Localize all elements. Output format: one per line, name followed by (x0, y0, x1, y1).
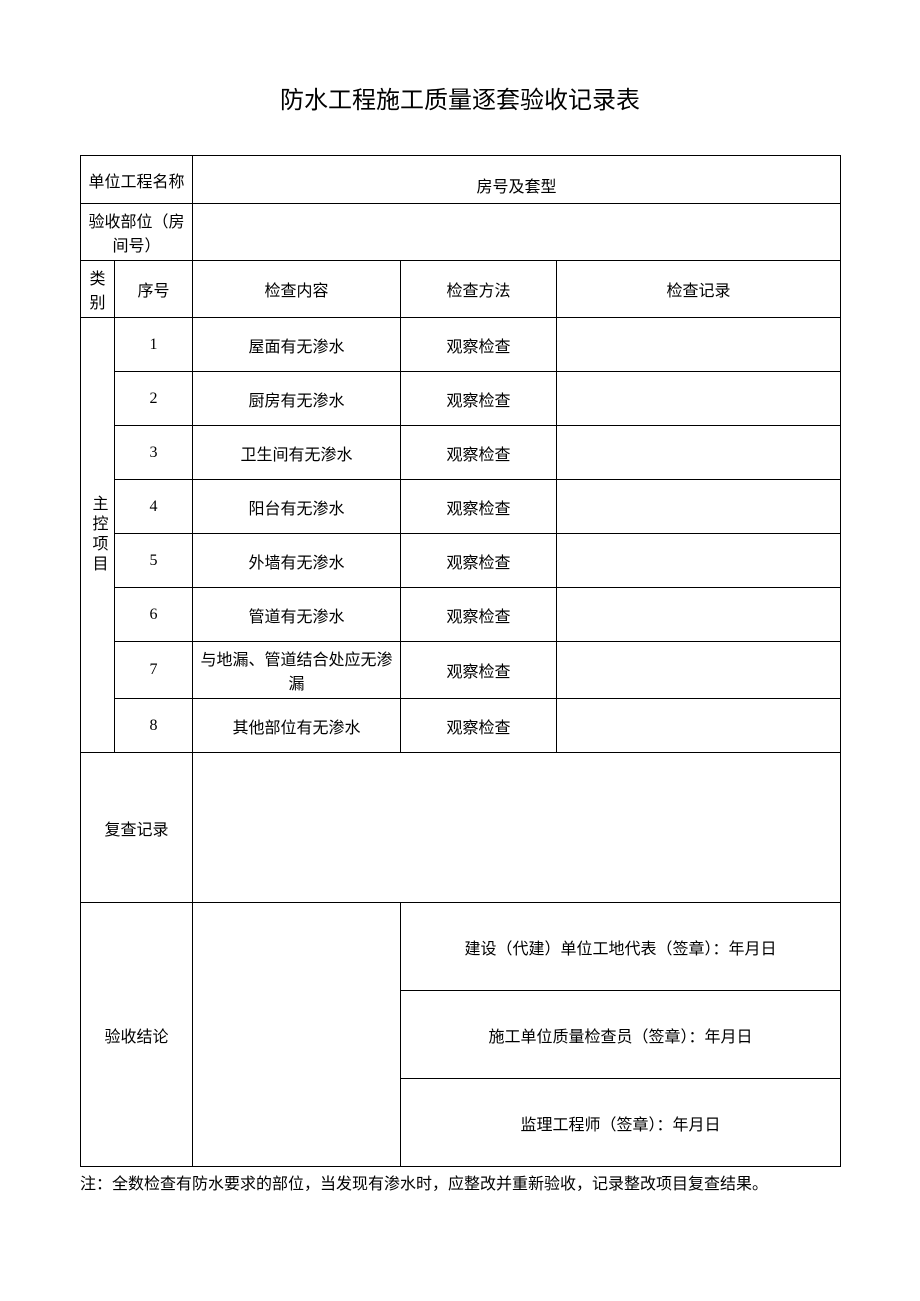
seq-cell: 4 (115, 480, 193, 534)
content-cell: 屋面有无渗水 (193, 318, 401, 372)
header-row-project: 单位工程名称 房号及套型 (81, 156, 841, 204)
signature-owner: 建设（代建）单位工地代表（签章）：年月日 (401, 903, 841, 991)
signature-supervisor: 监理工程师（签章）：年月日 (401, 1079, 841, 1167)
house-label: 房号及套型 (193, 156, 841, 204)
seq-cell: 2 (115, 372, 193, 426)
header-row-part: 验收部位（房间号） (81, 204, 841, 261)
conclusion-label: 验收结论 (81, 903, 193, 1167)
content-cell: 其他部位有无渗水 (193, 699, 401, 753)
content-cell: 管道有无渗水 (193, 588, 401, 642)
table-row: 3 卫生间有无渗水 观察检查 (81, 426, 841, 480)
method-cell: 观察检查 (401, 642, 557, 699)
table-row: 4 阳台有无渗水 观察检查 (81, 480, 841, 534)
col-record: 检查记录 (557, 261, 841, 318)
table-row: 7 与地漏、管道结合处应无渗漏 观察检查 (81, 642, 841, 699)
method-cell: 观察检查 (401, 318, 557, 372)
seq-cell: 1 (115, 318, 193, 372)
content-cell: 厨房有无渗水 (193, 372, 401, 426)
footnote: 注：全数检查有防水要求的部位，当发现有渗水时，应整改并重新验收，记录整改项目复查… (80, 1173, 840, 1197)
table-row: 主控项目 1 屋面有无渗水 观察检查 (81, 318, 841, 372)
col-method: 检查方法 (401, 261, 557, 318)
content-cell: 外墙有无渗水 (193, 534, 401, 588)
seq-cell: 3 (115, 426, 193, 480)
record-cell (557, 372, 841, 426)
recheck-value (193, 753, 841, 903)
table-row: 8 其他部位有无渗水 观察检查 (81, 699, 841, 753)
seq-cell: 5 (115, 534, 193, 588)
seq-cell: 7 (115, 642, 193, 699)
table-row: 5 外墙有无渗水 观察检查 (81, 534, 841, 588)
inspection-table: 单位工程名称 房号及套型 验收部位（房间号） 类别 序号 检查内容 检查方法 检… (80, 155, 841, 1167)
method-cell: 观察检查 (401, 426, 557, 480)
category-label: 主控项目 (81, 318, 115, 753)
record-cell (557, 534, 841, 588)
recheck-label: 复查记录 (81, 753, 193, 903)
inspection-part-label: 验收部位（房间号） (81, 204, 193, 261)
record-cell (557, 699, 841, 753)
col-seq: 序号 (115, 261, 193, 318)
sign-row-owner: 验收结论 建设（代建）单位工地代表（签章）：年月日 (81, 903, 841, 991)
recheck-row: 复查记录 (81, 753, 841, 903)
signature-contractor: 施工单位质量检查员（签章）：年月日 (401, 991, 841, 1079)
record-cell (557, 642, 841, 699)
content-cell: 与地漏、管道结合处应无渗漏 (193, 642, 401, 699)
table-row: 2 厨房有无渗水 观察检查 (81, 372, 841, 426)
col-category: 类别 (81, 261, 115, 318)
project-name-label: 单位工程名称 (81, 156, 193, 204)
conclusion-value (193, 903, 401, 1167)
record-cell (557, 318, 841, 372)
method-cell: 观察检查 (401, 699, 557, 753)
page-title: 防水工程施工质量逐套验收记录表 (80, 80, 840, 115)
content-cell: 阳台有无渗水 (193, 480, 401, 534)
method-cell: 观察检查 (401, 480, 557, 534)
content-cell: 卫生间有无渗水 (193, 426, 401, 480)
record-cell (557, 480, 841, 534)
record-cell (557, 588, 841, 642)
table-row: 6 管道有无渗水 观察检查 (81, 588, 841, 642)
col-content: 检查内容 (193, 261, 401, 318)
column-header-row: 类别 序号 检查内容 检查方法 检查记录 (81, 261, 841, 318)
seq-cell: 8 (115, 699, 193, 753)
inspection-part-value (193, 204, 841, 261)
record-cell (557, 426, 841, 480)
method-cell: 观察检查 (401, 588, 557, 642)
seq-cell: 6 (115, 588, 193, 642)
method-cell: 观察检查 (401, 372, 557, 426)
method-cell: 观察检查 (401, 534, 557, 588)
